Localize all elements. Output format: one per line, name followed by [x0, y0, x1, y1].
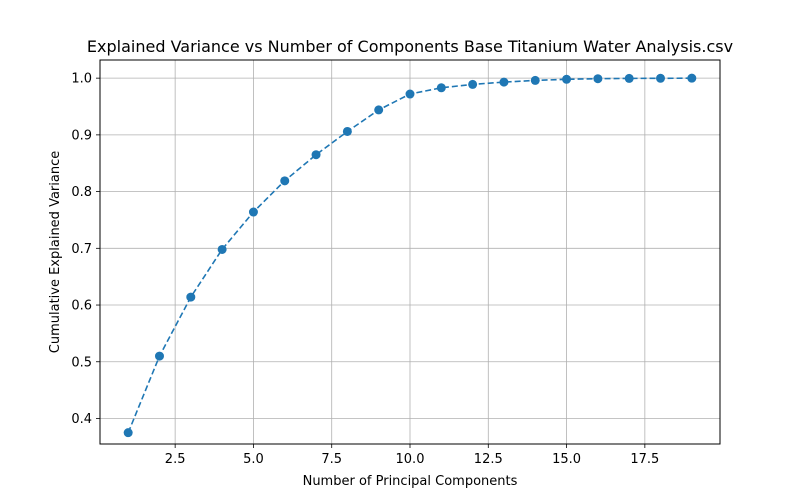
data-point: [405, 89, 415, 99]
y-tick-label: 0.6: [71, 299, 92, 314]
x-tick-label: 2.5: [165, 452, 186, 467]
y-axis-ticks: 0.4 0.5 0.6 0.7 0.8 0.9 1.0: [71, 72, 100, 427]
chart-title: Explained Variance vs Number of Componen…: [87, 37, 733, 56]
data-point: [499, 77, 509, 87]
data-point: [217, 244, 227, 254]
data-point: [687, 73, 697, 83]
data-point: [123, 428, 133, 438]
x-tick-label: 15.0: [552, 452, 581, 467]
y-tick-label: 0.5: [71, 355, 92, 370]
y-tick-label: 0.7: [71, 242, 92, 257]
data-point: [311, 150, 321, 160]
data-point: [593, 74, 603, 84]
data-point: [280, 176, 290, 186]
data-point: [562, 74, 572, 84]
y-tick-label: 1.0: [71, 72, 92, 87]
y-tick-label: 0.9: [71, 128, 92, 143]
data-point: [186, 292, 196, 302]
data-point: [342, 126, 352, 136]
x-tick-label: 10.0: [396, 452, 425, 467]
data-point: [374, 105, 384, 115]
x-axis-ticks: 2.5 5.0 7.5 10.0 12.5 15.0 17.5: [165, 444, 659, 467]
data-point: [248, 207, 258, 217]
data-point: [624, 73, 634, 83]
y-tick-label: 0.4: [71, 412, 92, 427]
x-tick-label: 7.5: [321, 452, 342, 467]
data-point: [436, 83, 446, 93]
x-tick-label: 12.5: [474, 452, 503, 467]
x-tick-label: 5.0: [243, 452, 264, 467]
grid-lines: [100, 60, 720, 444]
series-layer: [123, 73, 697, 438]
y-axis-title: Cumulative Explained Variance: [48, 151, 63, 353]
data-point: [530, 75, 540, 85]
data-point: [468, 79, 478, 89]
data-point: [154, 351, 164, 361]
y-tick-label: 0.8: [71, 185, 92, 200]
x-tick-label: 17.5: [630, 452, 659, 467]
data-point: [656, 73, 666, 83]
x-axis-title: Number of Principal Components: [303, 474, 518, 489]
